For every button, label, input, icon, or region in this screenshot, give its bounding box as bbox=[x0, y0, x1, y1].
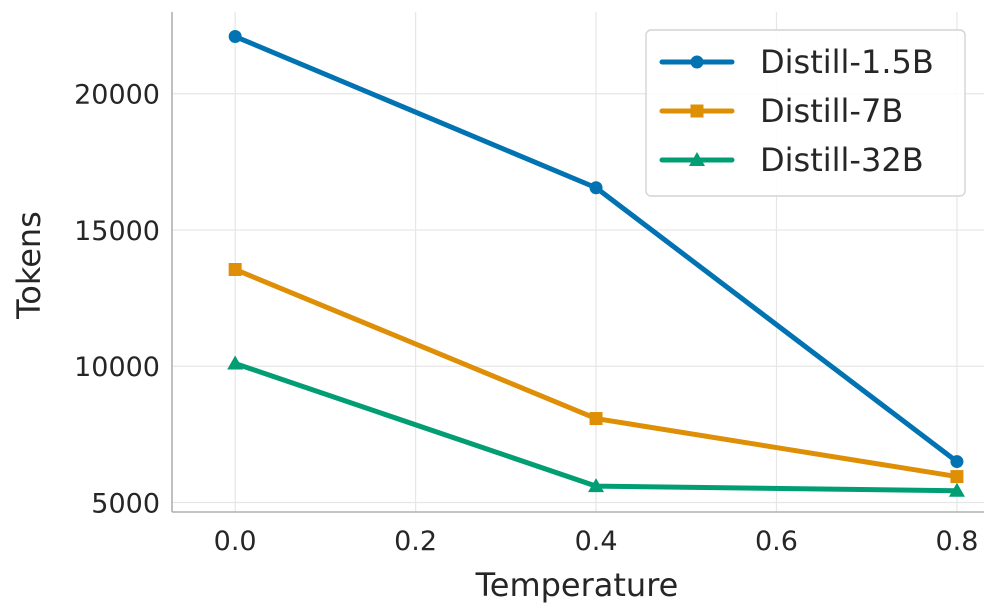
data-point-marker bbox=[228, 30, 242, 44]
data-point-marker bbox=[948, 482, 965, 497]
x-tick-labels: 0.0 0.2 0.4 0.6 0.8 bbox=[214, 526, 979, 557]
legend-item: Distill-32B bbox=[659, 141, 924, 179]
data-point-marker bbox=[950, 470, 964, 484]
legend-marker bbox=[690, 55, 704, 69]
y-tick-label: 5000 bbox=[91, 488, 160, 519]
y-tick-label: 10000 bbox=[74, 352, 160, 383]
series-distill-32b bbox=[227, 355, 965, 497]
legend-item: Distill-7B bbox=[659, 92, 903, 130]
y-tick-labels: 5000 10000 15000 20000 bbox=[74, 80, 160, 520]
y-tick-label: 20000 bbox=[74, 80, 160, 111]
data-point-marker bbox=[228, 262, 242, 276]
x-tick-label: 0.0 bbox=[214, 526, 257, 557]
axes bbox=[171, 12, 984, 513]
legend-label: Distill-7B bbox=[760, 92, 903, 130]
x-axis-title: Temperature bbox=[475, 566, 679, 604]
data-point-marker bbox=[589, 181, 603, 195]
legend: Distill-1.5B Distill-7B Distill-32B bbox=[645, 29, 966, 197]
series-distill-7b bbox=[228, 262, 964, 484]
data-point-marker bbox=[589, 412, 603, 426]
data-point-marker bbox=[227, 355, 244, 370]
x-tick-label: 0.2 bbox=[394, 526, 437, 557]
y-tick-label: 15000 bbox=[74, 216, 160, 247]
data-point-marker bbox=[950, 455, 964, 469]
legend-label: Distill-32B bbox=[760, 141, 924, 179]
legend-marker bbox=[690, 104, 704, 118]
x-tick-label: 0.6 bbox=[755, 526, 798, 557]
series-lines bbox=[227, 30, 965, 497]
data-point-marker bbox=[588, 478, 605, 493]
series-distill-1.5b bbox=[228, 30, 964, 469]
x-tick-label: 0.4 bbox=[575, 526, 618, 557]
legend-item: Distill-1.5B bbox=[659, 43, 934, 81]
legend-marker bbox=[689, 152, 705, 166]
x-tick-label: 0.8 bbox=[935, 526, 978, 557]
y-axis-title: Tokens bbox=[10, 211, 48, 320]
legend-label: Distill-1.5B bbox=[760, 43, 934, 81]
legend-frame bbox=[645, 29, 966, 197]
